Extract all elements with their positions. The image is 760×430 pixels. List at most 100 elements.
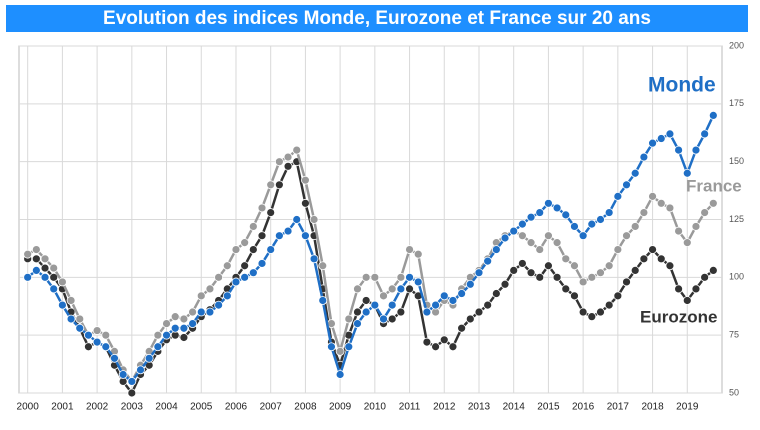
x-tick-label: 2016 <box>572 402 595 413</box>
data-point <box>630 265 640 275</box>
data-point <box>708 111 718 120</box>
data-point <box>23 272 33 282</box>
x-tick-label: 2001 <box>51 402 74 413</box>
data-point <box>153 330 163 340</box>
data-point <box>630 168 640 178</box>
data-point <box>66 314 76 324</box>
data-point <box>570 291 579 301</box>
data-point <box>292 215 302 224</box>
data-point <box>196 291 206 301</box>
data-point <box>127 377 137 386</box>
data-point <box>656 198 666 208</box>
data-point <box>335 346 345 356</box>
data-point <box>622 277 631 287</box>
data-point <box>587 219 597 229</box>
data-point <box>639 208 649 217</box>
data-point <box>222 261 232 271</box>
data-point <box>700 208 710 217</box>
data-point <box>231 245 241 254</box>
x-tick-label: 2003 <box>121 402 144 413</box>
data-point <box>248 222 258 231</box>
data-point <box>144 353 154 363</box>
data-point <box>153 342 163 352</box>
data-point <box>578 231 588 241</box>
x-tick-label: 2006 <box>225 402 248 413</box>
data-point <box>544 231 553 241</box>
data-point <box>544 198 553 208</box>
x-tick-label: 2007 <box>260 402 283 413</box>
data-point <box>639 254 649 264</box>
data-point <box>283 161 293 171</box>
data-point <box>162 319 171 329</box>
data-point <box>396 307 406 317</box>
data-point <box>283 152 293 162</box>
data-point <box>49 284 59 294</box>
data-point <box>66 296 76 305</box>
title-bar <box>6 5 748 32</box>
data-point <box>31 254 41 264</box>
data-point <box>535 208 545 217</box>
data-point <box>500 233 510 243</box>
x-tick-label: 2002 <box>86 402 109 413</box>
x-tick-label: 2011 <box>399 402 421 413</box>
data-point <box>405 284 414 294</box>
data-point <box>682 168 692 178</box>
data-point <box>240 261 250 271</box>
data-point <box>118 370 128 379</box>
data-point <box>266 208 276 217</box>
data-point <box>465 279 475 289</box>
data-point <box>396 272 406 282</box>
data-point <box>578 277 588 287</box>
data-point <box>561 284 571 294</box>
data-point <box>31 265 41 275</box>
data-point <box>136 365 145 375</box>
data-point <box>257 259 267 268</box>
data-point <box>509 226 519 236</box>
data-point <box>613 191 623 201</box>
data-point <box>682 238 692 248</box>
data-point <box>552 238 562 248</box>
data-point <box>674 284 684 294</box>
data-point <box>526 212 536 222</box>
data-point <box>405 272 414 282</box>
data-point <box>240 272 250 282</box>
data-point <box>596 307 605 317</box>
data-point <box>75 314 85 324</box>
data-point <box>205 284 215 294</box>
x-tick-label: 2012 <box>433 402 456 413</box>
data-point <box>622 180 631 190</box>
data-point <box>457 289 467 298</box>
data-point <box>196 307 206 317</box>
data-point <box>361 296 371 305</box>
data-point <box>578 307 588 317</box>
data-point <box>570 222 579 231</box>
data-point <box>491 289 501 298</box>
y-tick-label: 175 <box>729 98 744 108</box>
data-point <box>500 279 510 289</box>
data-point <box>596 215 605 224</box>
data-point <box>205 307 215 317</box>
data-point <box>188 319 197 329</box>
x-tick-label: 2014 <box>503 402 526 413</box>
data-point <box>101 342 111 352</box>
series-label: Eurozone <box>640 307 717 326</box>
data-point <box>266 245 276 254</box>
data-point <box>665 203 675 213</box>
data-point <box>257 203 267 213</box>
data-point <box>318 296 328 305</box>
data-point <box>700 272 710 282</box>
data-point <box>301 175 310 185</box>
series-line <box>26 114 715 384</box>
data-point <box>483 300 493 310</box>
data-point <box>344 314 354 324</box>
data-point <box>561 210 571 220</box>
data-point <box>700 129 710 139</box>
data-point <box>517 231 527 241</box>
data-point <box>422 307 432 317</box>
data-point <box>561 254 571 264</box>
y-tick-label: 50 <box>729 387 739 397</box>
data-point <box>92 337 102 347</box>
y-tick-label: 75 <box>729 330 739 340</box>
x-tick-label: 2000 <box>17 402 40 413</box>
